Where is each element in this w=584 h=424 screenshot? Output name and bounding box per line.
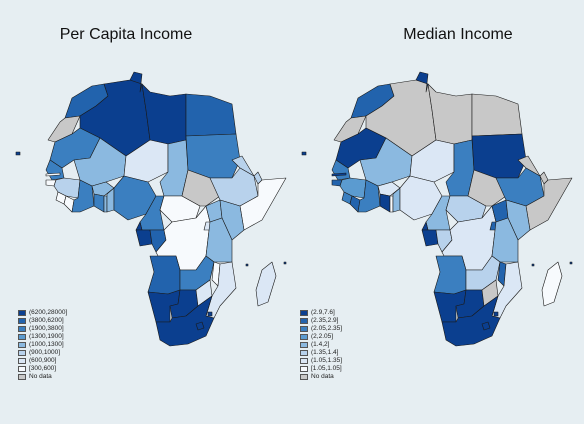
legend-row: (2.9,7.6] — [300, 309, 342, 317]
region-sudan — [185, 133, 241, 179]
legend-row: (1300,1900] — [18, 333, 67, 341]
legend-row: (1.4,2] — [300, 341, 342, 349]
legend-label: (1.35,1.4] — [311, 349, 339, 356]
map-title: Per Capita Income — [59, 26, 193, 43]
legend-swatch — [300, 310, 308, 316]
region-eswatini — [493, 311, 499, 317]
region-egypt — [185, 93, 237, 137]
legend-row: (6200,28000] — [18, 309, 67, 317]
region-egypt — [471, 93, 523, 137]
legend-swatch — [18, 358, 26, 364]
legend-row: (2.05,2.35] — [300, 325, 342, 333]
region-cote-divoire — [71, 179, 95, 213]
legend-row: (600,900] — [18, 357, 67, 365]
legend-label: (2,2.05] — [311, 333, 334, 340]
legend-row: (1.35,1.4] — [300, 349, 342, 357]
region-cote-divoire — [357, 179, 381, 213]
legend-swatch — [300, 318, 308, 324]
legend-swatch — [18, 326, 26, 332]
legend-label: No data — [311, 373, 334, 380]
median-income-map-panel: Median Income — [292, 0, 584, 424]
legend-row: (3800,6200] — [18, 317, 67, 325]
legend-label: No data — [29, 373, 52, 380]
legend-row: No data — [300, 373, 342, 381]
region-comoros — [245, 263, 249, 267]
legend-swatch — [18, 318, 26, 324]
region-somalia — [239, 177, 287, 231]
legend-row: (1.05,1.35] — [300, 357, 342, 365]
legend-label: (1300,1900] — [29, 333, 64, 340]
region-mauritius — [283, 261, 287, 265]
region-angola — [147, 255, 181, 295]
region-lesotho — [481, 321, 491, 331]
region-south-africa — [441, 295, 501, 347]
region-mauritius — [569, 261, 573, 265]
legend-label: (1.05,1.35] — [311, 357, 343, 364]
legend-label: (2.05,2.35] — [311, 325, 343, 332]
legend-label: (900,1000] — [29, 349, 61, 356]
region-ghana — [93, 193, 105, 213]
legend-swatch — [300, 358, 308, 364]
map-legend: (6200,28000] (3800,6200] (1900,3800] (13… — [18, 309, 67, 381]
region-gambia — [45, 172, 61, 177]
legend-label: (1.4,2] — [311, 341, 330, 348]
region-sudan — [471, 133, 527, 179]
legend-row: No data — [18, 373, 67, 381]
legend-label: (3800,6200] — [29, 317, 64, 324]
legend-swatch — [18, 342, 26, 348]
region-cape-verde — [301, 151, 307, 156]
legend-swatch — [300, 374, 308, 380]
legend-label: [1.05,1.05] — [311, 365, 342, 372]
legend-swatch — [300, 334, 308, 340]
region-lesotho — [195, 321, 205, 331]
region-south-africa — [155, 295, 215, 347]
region-madagascar — [255, 261, 277, 307]
region-kenya — [505, 199, 531, 241]
region-ghana — [379, 193, 391, 213]
region-cape-verde — [15, 151, 21, 156]
region-gabon — [421, 229, 439, 247]
legend-row: (2.35,2.9] — [300, 317, 342, 325]
legend-row: (1000,1300] — [18, 341, 67, 349]
legend-swatch — [300, 326, 308, 332]
legend-label: (2.35,2.9] — [311, 317, 339, 324]
region-madagascar — [541, 261, 563, 307]
legend-row: [1.05,1.05] — [300, 365, 342, 373]
region-kenya — [219, 199, 245, 241]
region-angola — [433, 255, 467, 295]
legend-swatch — [300, 342, 308, 348]
legend-row: [300,600] — [18, 365, 67, 373]
region-eswatini — [207, 311, 213, 317]
legend-swatch — [18, 366, 26, 372]
region-togo — [103, 195, 108, 213]
legend-swatch — [18, 310, 26, 316]
region-tunisia — [415, 71, 429, 93]
legend-label: [300,600] — [29, 365, 57, 372]
legend-row: (1900,3800] — [18, 325, 67, 333]
legend-row: (2,2.05] — [300, 333, 342, 341]
legend-label: (600,900] — [29, 357, 57, 364]
per-capita-income-map-panel: Per Capita Income — [15, 26, 287, 381]
legend-label: (6200,28000] — [29, 309, 68, 316]
region-gambia — [331, 172, 347, 177]
region-comoros — [531, 263, 535, 267]
map-legend: (2.9,7.6] (2.35,2.9] (2.05,2.35] (2,2.05… — [300, 309, 342, 381]
region-tunisia — [129, 71, 143, 93]
region-togo — [389, 195, 394, 213]
legend-swatch — [300, 350, 308, 356]
map-title: Median Income — [403, 26, 513, 43]
region-somalia — [525, 177, 573, 231]
africa-map — [301, 71, 573, 347]
region-gabon — [135, 229, 153, 247]
legend-label: (2.9,7.6] — [311, 309, 335, 316]
legend-swatch — [18, 374, 26, 380]
africa-map — [15, 71, 287, 347]
legend-swatch — [18, 350, 26, 356]
legend-swatch — [300, 366, 308, 372]
legend-label: (1900,3800] — [29, 325, 64, 332]
legend-row: (900,1000] — [18, 349, 67, 357]
legend-label: (1000,1300] — [29, 341, 64, 348]
legend-swatch — [18, 334, 26, 340]
